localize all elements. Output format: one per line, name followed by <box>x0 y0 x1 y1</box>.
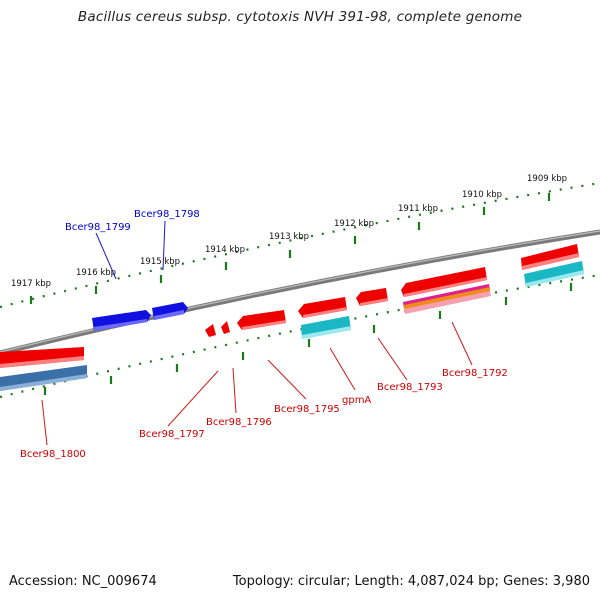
genome-backbone <box>0 229 600 356</box>
accession-text: Accession: NC_009674 <box>9 574 157 589</box>
gene-label-bcer98-1795[interactable]: Bcer98_1795 <box>274 404 340 415</box>
feature-bcer98-1795[interactable] <box>237 310 286 330</box>
scale-tick-labels: 1917 kbp 1916 kbp 1915 kbp 1914 kbp 1913… <box>11 174 567 289</box>
gene-label-bcer98-1798[interactable]: Bcer98_1798 <box>134 209 200 220</box>
inner-scale-ring <box>0 273 600 399</box>
tick-label-1915: 1915 kbp <box>140 257 180 267</box>
tick-label-1917: 1917 kbp <box>11 279 51 289</box>
gene-label-bcer98-1792[interactable]: Bcer98_1792 <box>442 368 508 379</box>
gene-label-bcer98-1799[interactable]: Bcer98_1799 <box>65 222 131 233</box>
reverse-gene-labels: Bcer98_1800 Bcer98_1797 Bcer98_1796 Bcer… <box>20 368 508 460</box>
inner-major-ticks <box>43 283 573 395</box>
outer-major-ticks <box>29 193 551 304</box>
forward-leaders <box>95 220 166 280</box>
gene-label-bcer98-1800[interactable]: Bcer98_1800 <box>20 449 86 460</box>
gene-label-bcer98-1797[interactable]: Bcer98_1797 <box>139 429 205 440</box>
forward-features <box>92 302 188 331</box>
gene-label-bcer98-1793[interactable]: Bcer98_1793 <box>377 382 443 393</box>
tick-label-1910: 1910 kbp <box>462 190 502 200</box>
feature-bcer98-1797[interactable] <box>205 324 216 337</box>
tick-label-1916: 1916 kbp <box>76 268 116 278</box>
tick-label-1912: 1912 kbp <box>334 219 374 229</box>
genome-summary-text: Topology: circular; Length: 4,087,024 bp… <box>232 574 590 589</box>
tick-label-1909: 1909 kbp <box>527 174 567 184</box>
tick-label-1913: 1913 kbp <box>269 232 309 242</box>
reverse-features <box>0 244 584 391</box>
gene-label-bcer98-1796[interactable]: Bcer98_1796 <box>206 417 272 428</box>
tick-label-1911: 1911 kbp <box>398 204 438 214</box>
tick-label-1914: 1914 kbp <box>205 245 245 255</box>
map-title: Bacillus cereus subsp. cytotoxis NVH 391… <box>77 9 523 25</box>
gene-label-gpma[interactable]: gpmA <box>342 395 371 406</box>
feature-bcer98-1796[interactable] <box>221 321 230 334</box>
feature-gpma[interactable] <box>298 297 347 318</box>
forward-gene-labels: Bcer98_1799 Bcer98_1798 <box>65 209 200 233</box>
reverse-leaders <box>41 321 473 446</box>
feature-bcer98-1792[interactable] <box>401 267 487 297</box>
